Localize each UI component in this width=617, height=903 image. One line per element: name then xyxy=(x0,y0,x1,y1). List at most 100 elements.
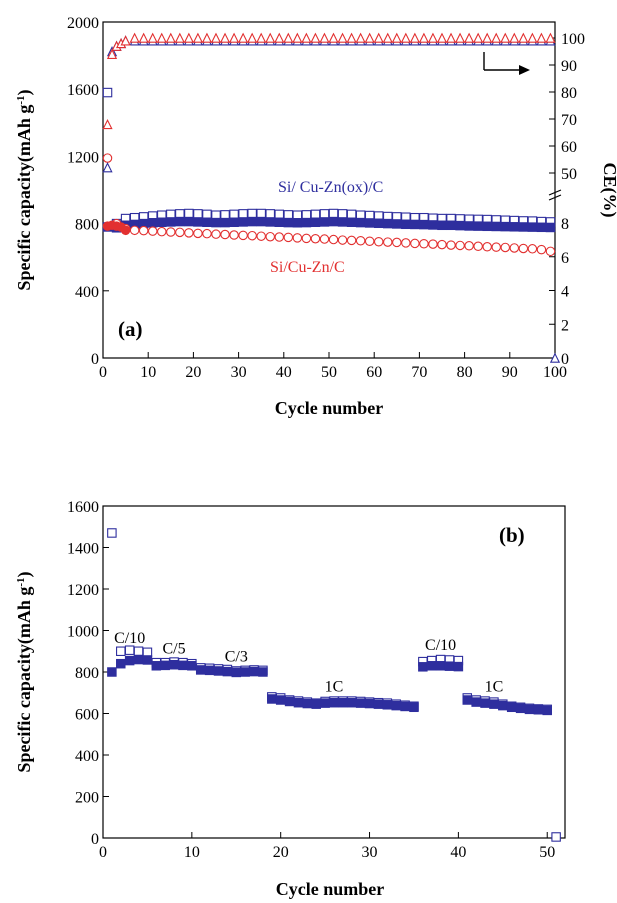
data-point xyxy=(247,216,257,227)
data-point xyxy=(419,219,429,230)
x-tick-label-a: 80 xyxy=(457,364,473,381)
y-tick-label-a: 1200 xyxy=(67,149,99,166)
data-point xyxy=(187,661,197,671)
rate-label: C/10 xyxy=(114,630,145,647)
y-tick-label-a: 400 xyxy=(75,284,99,301)
data-point xyxy=(337,217,348,227)
data-point xyxy=(319,209,330,219)
data-point xyxy=(193,209,203,219)
data-point xyxy=(524,704,535,715)
data-point xyxy=(337,235,348,245)
data-point xyxy=(256,208,266,219)
data-point xyxy=(156,32,167,43)
y2-tick-label-a: 70 xyxy=(561,112,577,129)
y2-tick-label-a: 50 xyxy=(561,166,577,183)
data-point xyxy=(355,698,366,708)
data-point xyxy=(549,352,561,363)
data-point xyxy=(346,32,357,43)
data-point xyxy=(446,220,456,231)
axes-a: 0 10 20 30 40 50 60 70 80 90 100040080012001600200… xyxy=(67,15,585,381)
x-tick-label-a: 20 xyxy=(185,364,201,381)
data-point xyxy=(124,655,135,666)
data-point xyxy=(311,699,321,709)
data-point xyxy=(106,48,118,59)
data-point xyxy=(347,697,357,708)
data-point xyxy=(328,208,339,219)
data-point xyxy=(536,32,547,43)
data-point xyxy=(491,32,502,43)
arrow-to-right-axis xyxy=(483,52,530,75)
data-point xyxy=(319,234,330,244)
y2-tick-label-a: 100 xyxy=(561,31,585,48)
data-point xyxy=(489,699,499,709)
data-point xyxy=(328,216,339,227)
data-point xyxy=(301,217,312,228)
data-point xyxy=(256,231,266,241)
data-point xyxy=(116,646,126,656)
data-point xyxy=(454,32,466,43)
y2-tick-label-a: 80 xyxy=(561,85,577,102)
data-point xyxy=(500,242,511,253)
y2-tick-label-a: 6 xyxy=(561,250,569,267)
data-point xyxy=(211,229,221,239)
rate-label: C/5 xyxy=(163,640,186,657)
data-point xyxy=(506,702,517,713)
y-tick-label-b: 1400 xyxy=(67,541,99,558)
data-point xyxy=(392,219,402,229)
axes-b: 0 10 20 30 40 50 0 200 400 600 800 1000 1200 1400 1600 xyxy=(67,499,555,861)
data-point xyxy=(509,32,520,43)
annotation-non-oxidized: Si/Cu-Zn/C xyxy=(270,259,345,276)
data-point xyxy=(220,217,230,228)
data-point xyxy=(346,235,357,246)
y-tick-label-b: 800 xyxy=(75,665,99,682)
data-point xyxy=(292,32,303,43)
x-axis-title-a: Cycle number xyxy=(275,398,383,418)
data-point xyxy=(410,238,420,249)
data-point xyxy=(391,700,401,711)
data-point xyxy=(213,666,224,676)
data-point xyxy=(157,217,167,228)
data-point xyxy=(256,32,267,43)
x-tick-label-b: 50 xyxy=(539,844,555,861)
data-point xyxy=(184,208,194,219)
y-tick-label-b: 1000 xyxy=(67,624,99,641)
data-point xyxy=(229,209,239,220)
data-point xyxy=(464,241,474,251)
data-point xyxy=(355,217,366,228)
data-point xyxy=(265,209,275,219)
data-point xyxy=(455,220,465,231)
data-point xyxy=(116,658,126,669)
x-tick-label-a: 50 xyxy=(321,364,337,381)
data-point xyxy=(275,695,286,705)
data-point xyxy=(220,229,230,240)
data-point xyxy=(500,32,511,43)
data-point xyxy=(346,209,357,220)
data-point xyxy=(247,32,258,43)
data-point xyxy=(482,242,492,252)
data-point xyxy=(102,118,113,130)
x-tick-label-a: 60 xyxy=(366,364,382,381)
data-point xyxy=(527,222,538,232)
data-point xyxy=(435,661,446,671)
data-point xyxy=(382,32,393,43)
data-point xyxy=(195,665,206,675)
x-tick-label-a: 90 xyxy=(502,364,518,381)
data-point xyxy=(175,227,185,238)
data-point xyxy=(238,209,248,219)
y-tick-label-a: 0 xyxy=(91,351,99,368)
data-point xyxy=(133,654,144,665)
x-tick-label-a: 70 xyxy=(411,364,427,381)
data-point xyxy=(138,32,149,43)
data-point xyxy=(166,227,176,237)
data-point xyxy=(401,219,411,230)
data-point xyxy=(107,667,117,677)
data-point xyxy=(238,230,248,241)
data-point xyxy=(338,697,348,708)
data-point xyxy=(428,220,438,230)
chart-panel-b: (b) Cycle number Specific capacity(mAh g… xyxy=(14,499,566,899)
data-point xyxy=(542,705,552,716)
data-point xyxy=(204,665,215,676)
data-point xyxy=(409,32,420,43)
data-point xyxy=(229,217,239,228)
data-point xyxy=(293,697,304,708)
